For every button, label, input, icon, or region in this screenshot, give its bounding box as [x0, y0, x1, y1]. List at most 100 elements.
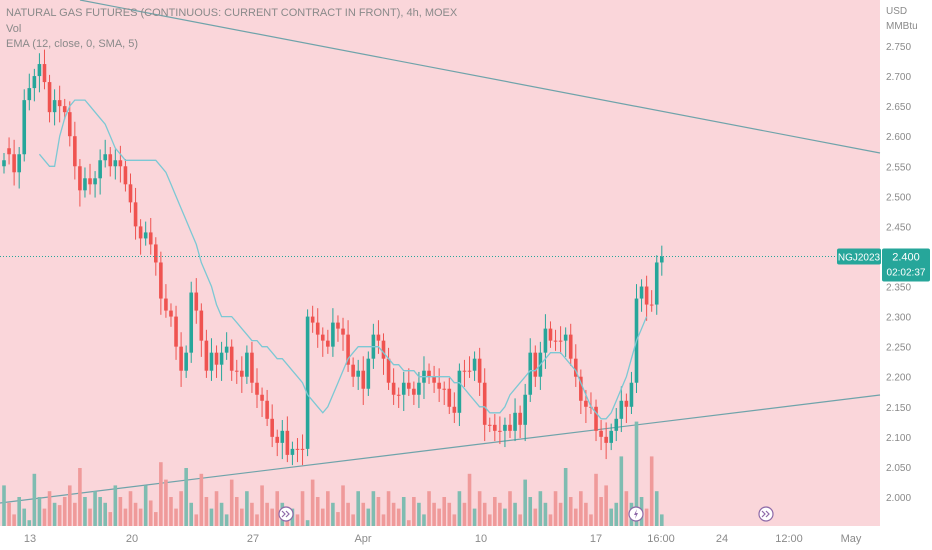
- candle-body: [37, 64, 42, 77]
- candle-body: [128, 184, 133, 203]
- candle-body: [300, 448, 305, 450]
- volume-bar: [199, 473, 204, 526]
- candle-body: [2, 160, 6, 167]
- candle-body: [32, 76, 37, 89]
- y-tick-label: 2.500: [886, 192, 911, 203]
- y-tick-label: 2.750: [886, 42, 911, 53]
- candle-body: [412, 388, 416, 395]
- volume-bar: [326, 491, 330, 526]
- volume-bar: [584, 502, 588, 526]
- candle-body: [103, 154, 107, 161]
- fast-forward-icon[interactable]: [278, 506, 294, 522]
- volume-bar: [12, 514, 16, 526]
- volume-bar: [452, 514, 457, 526]
- volume-bar: [138, 508, 143, 526]
- candle-body: [83, 178, 87, 191]
- volume-bar: [98, 497, 102, 526]
- price-badge[interactable]: [882, 248, 930, 282]
- candle-body: [472, 358, 477, 371]
- candle-body: [558, 340, 563, 342]
- candle-body: [452, 406, 457, 413]
- currency-label[interactable]: USD: [886, 6, 908, 17]
- volume-bar: [234, 497, 239, 526]
- volume-bar: [351, 514, 355, 526]
- volume-bar: [361, 502, 366, 526]
- volume-bar: [412, 497, 416, 526]
- candle-body: [649, 304, 654, 306]
- fast-forward-icon[interactable]: [758, 506, 774, 522]
- candle-body: [295, 448, 300, 450]
- x-tick-label: 27: [247, 533, 259, 545]
- candle-body: [123, 166, 128, 185]
- volume-bar: [391, 502, 396, 526]
- candle-body: [563, 334, 568, 341]
- candle-body: [543, 328, 548, 353]
- volume-bar: [270, 508, 274, 526]
- candle-body: [356, 370, 360, 377]
- candle-body: [310, 316, 315, 323]
- volume-bar: [543, 502, 548, 526]
- volume-bar: [52, 502, 57, 526]
- ema-line[interactable]: [38, 99, 648, 420]
- candle-body: [42, 64, 47, 83]
- candle-body: [584, 400, 588, 407]
- volume-bar: [533, 508, 538, 526]
- volume-bar: [579, 491, 583, 526]
- volume-indicator-label[interactable]: Vol: [6, 23, 22, 35]
- candle-body: [376, 334, 381, 341]
- symbol-title[interactable]: NATURAL GAS FUTURES (CONTINUOUS: CURRENT…: [6, 7, 458, 19]
- x-tick-label: 10: [475, 533, 487, 545]
- candle-body: [98, 160, 102, 179]
- candle-body: [194, 292, 199, 311]
- volume-bar: [67, 485, 72, 526]
- x-tick-label: 16:00: [647, 533, 675, 545]
- candle-body: [108, 154, 113, 167]
- volume-bar: [123, 508, 128, 526]
- lower-trendline[interactable]: [0, 394, 881, 504]
- volume-bar: [568, 497, 573, 526]
- candle-body: [604, 436, 608, 443]
- volume-bar: [594, 473, 598, 526]
- volume-bar: [548, 514, 553, 526]
- unit-label[interactable]: MMBtu: [886, 21, 918, 32]
- candle-body: [143, 232, 148, 239]
- candle-body: [148, 232, 153, 245]
- volume-bar: [78, 468, 82, 526]
- volume-bar: [437, 508, 441, 526]
- candle-body: [407, 382, 411, 389]
- volume-bar: [159, 462, 163, 526]
- candle-body: [624, 400, 629, 407]
- volume-bar: [148, 500, 153, 526]
- volume-bar: [482, 502, 487, 526]
- volume-bar: [88, 508, 92, 526]
- volume-bar: [599, 497, 603, 526]
- plot-area[interactable]: [0, 0, 880, 526]
- volume-bar: [154, 512, 158, 526]
- volume-bar: [300, 491, 305, 526]
- y-tick-label: 2.300: [886, 313, 911, 324]
- candle-body: [366, 358, 371, 389]
- candle-body: [305, 316, 310, 449]
- x-tick-label: 12:00: [775, 533, 803, 545]
- volume-bar: [113, 485, 118, 526]
- y-tick-label: 2.550: [886, 162, 911, 173]
- volume-bar: [103, 502, 107, 526]
- ticker-badge[interactable]: [837, 248, 881, 265]
- candle-body: [280, 430, 285, 443]
- candle-body: [260, 394, 264, 401]
- upper-trendline[interactable]: [79, 0, 881, 154]
- candle-body: [57, 100, 62, 107]
- x-tick-label: May: [841, 533, 862, 545]
- x-tick-label: Apr: [354, 533, 371, 545]
- volume-bar: [457, 491, 462, 526]
- volume-bar: [442, 497, 447, 526]
- volume-bar: [634, 421, 639, 526]
- volume-bar: [356, 491, 360, 526]
- volume-bar: [255, 514, 259, 526]
- ema-indicator-label[interactable]: EMA (12, close, 0, SMA, 5): [6, 38, 139, 50]
- candle-body: [275, 436, 280, 443]
- candle-body: [78, 166, 82, 191]
- candle-body: [518, 412, 522, 425]
- lightning-icon[interactable]: [628, 506, 644, 522]
